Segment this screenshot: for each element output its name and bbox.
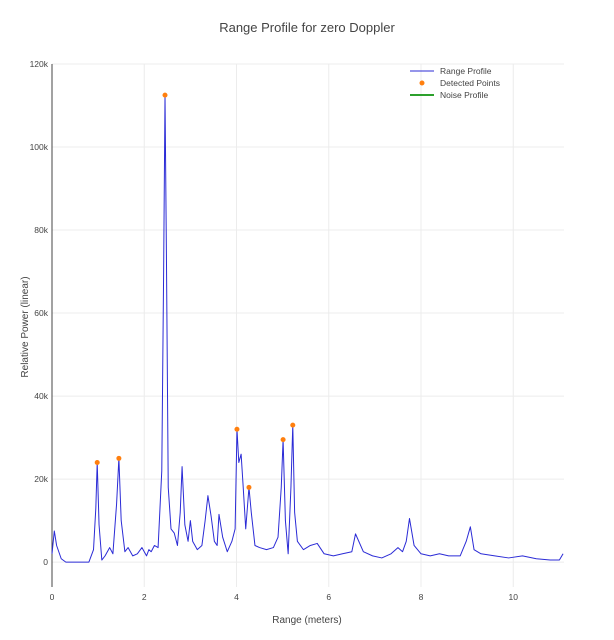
y-tick-label: 120k (30, 59, 49, 69)
x-tick-label: 6 (326, 592, 331, 602)
y-tick-label: 100k (30, 142, 49, 152)
legend-item[interactable]: Range Profile (410, 66, 492, 76)
legend-label: Noise Profile (440, 90, 488, 100)
legend-item[interactable]: Detected Points (419, 78, 501, 88)
detected-point (234, 426, 240, 432)
series-layer (51, 92, 564, 563)
detected-point (162, 92, 168, 98)
range-profile-line (51, 94, 564, 563)
detected-point (280, 437, 286, 443)
tick-layer: 0 2 4 6 8 10 0 20k 40k 60k 80k 100k 120k (30, 59, 519, 602)
x-axis-title: Range (meters) (272, 615, 341, 626)
grid-layer (52, 63, 564, 587)
y-tick-label: 40k (34, 391, 48, 401)
detected-point (290, 422, 296, 428)
legend[interactable]: Range Profile Detected Points Noise Profil… (410, 66, 500, 100)
legend-item[interactable]: Noise Profile (410, 90, 488, 100)
x-tick-label: 0 (50, 592, 55, 602)
y-tick-label: 0 (43, 557, 48, 567)
detected-point (246, 484, 252, 490)
legend-label: Detected Points (440, 78, 500, 88)
chart-title: Range Profile for zero Doppler (219, 20, 395, 35)
detected-point (116, 455, 122, 461)
legend-marker (419, 80, 425, 86)
y-tick-label: 20k (34, 474, 48, 484)
x-tick-label: 4 (234, 592, 239, 602)
detected-point (94, 459, 100, 465)
y-tick-label: 60k (34, 308, 48, 318)
x-tick-label: 8 (419, 592, 424, 602)
y-axis-title: Relative Power (linear) (20, 276, 31, 377)
x-tick-label: 10 (509, 592, 519, 602)
y-tick-label: 80k (34, 225, 48, 235)
legend-label: Range Profile (440, 66, 492, 76)
x-tick-label: 2 (142, 592, 147, 602)
